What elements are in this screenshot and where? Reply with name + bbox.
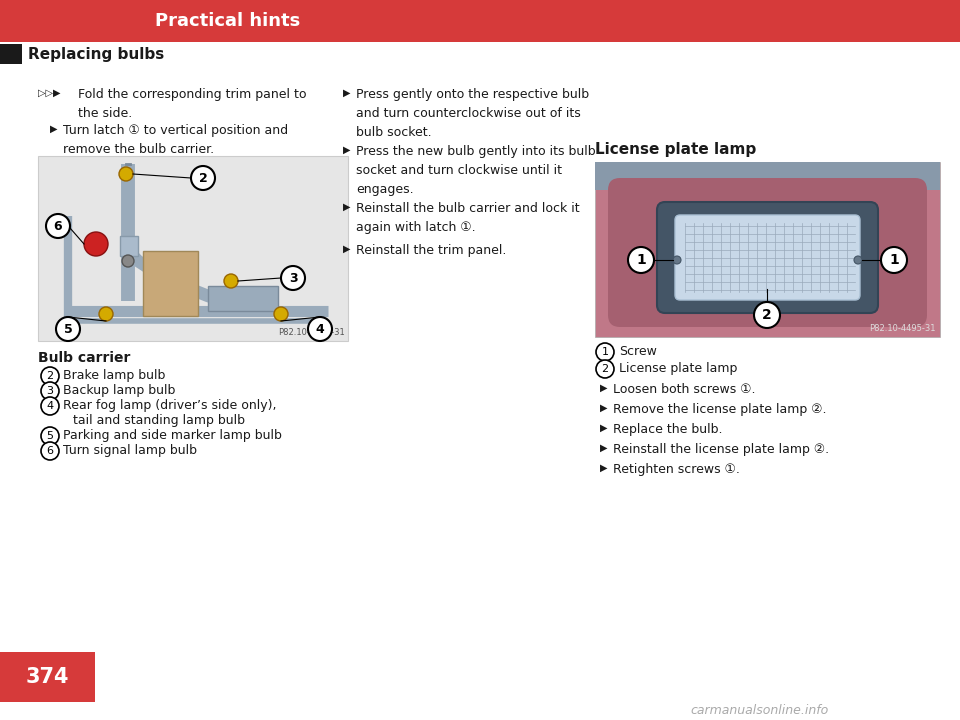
Text: Reinstall the bulb carrier and lock it
again with latch ①.: Reinstall the bulb carrier and lock it a…	[356, 202, 580, 234]
Circle shape	[56, 317, 80, 341]
Circle shape	[596, 360, 614, 378]
FancyBboxPatch shape	[657, 202, 878, 313]
Text: Fold the corresponding trim panel to
the side.: Fold the corresponding trim panel to the…	[78, 88, 306, 120]
Text: 1: 1	[602, 347, 609, 357]
Circle shape	[41, 382, 59, 400]
Text: 5: 5	[46, 431, 54, 441]
Circle shape	[41, 367, 59, 385]
Text: Remove the license plate lamp ②.: Remove the license plate lamp ②.	[613, 403, 827, 416]
Bar	[38, 156, 348, 341]
Circle shape	[41, 397, 59, 415]
Circle shape	[99, 307, 113, 321]
Text: 2: 2	[199, 171, 207, 184]
Circle shape	[119, 167, 133, 181]
Text: ▶: ▶	[343, 88, 350, 98]
Bar	[0, 44, 22, 64]
Text: 6: 6	[54, 220, 62, 233]
Text: Reinstall the trim panel.: Reinstall the trim panel.	[356, 244, 506, 257]
Text: Rear fog lamp (driver’s side only),: Rear fog lamp (driver’s side only),	[63, 399, 276, 412]
Circle shape	[881, 247, 907, 273]
Text: 2: 2	[601, 364, 609, 374]
Text: 1: 1	[636, 253, 646, 267]
Circle shape	[596, 343, 614, 361]
Text: ▶: ▶	[600, 423, 608, 433]
Circle shape	[628, 247, 654, 273]
Text: ▶: ▶	[600, 443, 608, 453]
Text: Retighten screws ①.: Retighten screws ①.	[613, 463, 740, 476]
Bar	[595, 162, 940, 337]
Bar	[143, 251, 198, 316]
Text: 5: 5	[63, 323, 72, 336]
Text: License plate lamp: License plate lamp	[619, 362, 737, 375]
Text: 2: 2	[762, 308, 772, 322]
Text: Reinstall the license plate lamp ②.: Reinstall the license plate lamp ②.	[613, 443, 829, 456]
Text: ▶: ▶	[343, 202, 350, 212]
Circle shape	[308, 317, 332, 341]
Text: Replace the bulb.: Replace the bulb.	[613, 423, 723, 436]
Text: 6: 6	[46, 446, 54, 456]
Bar	[208, 286, 278, 311]
Text: tail and standing lamp bulb: tail and standing lamp bulb	[73, 414, 245, 427]
FancyBboxPatch shape	[608, 178, 927, 327]
Circle shape	[191, 166, 215, 190]
Circle shape	[281, 266, 305, 290]
Text: 1: 1	[889, 253, 899, 267]
Text: Practical hints: Practical hints	[155, 12, 300, 30]
Text: ▷▷▶: ▷▷▶	[38, 88, 60, 98]
Text: License plate lamp: License plate lamp	[595, 142, 756, 157]
Text: ▶: ▶	[600, 463, 608, 473]
Circle shape	[854, 256, 862, 264]
Text: Brake lamp bulb: Brake lamp bulb	[63, 369, 165, 382]
Circle shape	[122, 255, 134, 267]
Text: ▶: ▶	[600, 403, 608, 413]
Text: ▶: ▶	[600, 383, 608, 393]
Text: Press gently onto the respective bulb
and turn counterclockwise out of its
bulb : Press gently onto the respective bulb an…	[356, 88, 589, 139]
Text: Parking and side marker lamp bulb: Parking and side marker lamp bulb	[63, 429, 282, 442]
Text: 2: 2	[46, 371, 54, 381]
Circle shape	[84, 232, 108, 256]
FancyBboxPatch shape	[675, 215, 860, 300]
Text: 4: 4	[46, 401, 54, 411]
Circle shape	[673, 256, 681, 264]
Text: P82.10-4495-31: P82.10-4495-31	[870, 324, 936, 333]
Text: Loosen both screws ①.: Loosen both screws ①.	[613, 383, 756, 396]
Text: Bulb carrier: Bulb carrier	[38, 351, 131, 365]
Text: 3: 3	[46, 386, 54, 396]
Text: 3: 3	[289, 271, 298, 284]
Text: carmanualsonline.info: carmanualsonline.info	[691, 703, 829, 716]
Circle shape	[41, 427, 59, 445]
Text: Backup lamp bulb: Backup lamp bulb	[63, 384, 176, 397]
Circle shape	[41, 442, 59, 460]
Text: ▶: ▶	[343, 145, 350, 155]
Circle shape	[274, 307, 288, 321]
Text: ▶: ▶	[50, 124, 58, 134]
Bar	[0, 652, 95, 702]
Circle shape	[754, 302, 780, 328]
Circle shape	[224, 274, 238, 288]
Text: Press the new bulb gently into its bulb
socket and turn clockwise until it
engag: Press the new bulb gently into its bulb …	[356, 145, 595, 196]
Text: Turn latch ① to vertical position and
remove the bulb carrier.: Turn latch ① to vertical position and re…	[63, 124, 288, 156]
Circle shape	[46, 214, 70, 238]
Bar	[595, 162, 940, 190]
Bar	[0, 0, 960, 42]
Text: Turn signal lamp bulb: Turn signal lamp bulb	[63, 444, 197, 457]
Text: Replacing bulbs: Replacing bulbs	[28, 47, 164, 61]
Text: ▶: ▶	[343, 244, 350, 254]
Text: 4: 4	[316, 323, 324, 336]
Text: Screw: Screw	[619, 345, 657, 358]
Text: P82.10-3571-31: P82.10-3571-31	[278, 328, 345, 337]
Text: 374: 374	[25, 667, 69, 687]
Bar	[120, 236, 138, 256]
